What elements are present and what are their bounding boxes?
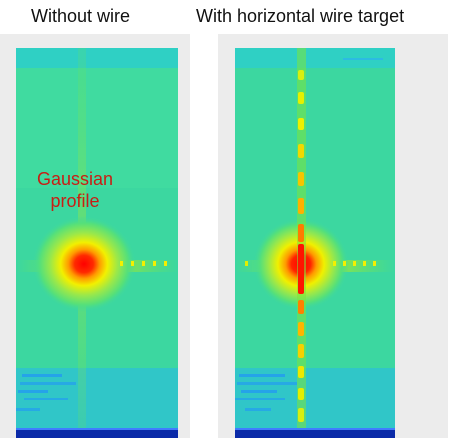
- side-lobe-dot: [245, 261, 248, 266]
- title-with-wire: With horizontal wire target: [196, 6, 405, 26]
- noise-streak: [241, 390, 277, 393]
- beam-image-with-wire: [235, 48, 395, 438]
- wire-segment: [298, 118, 304, 130]
- side-lobe-dot: [131, 261, 134, 266]
- noise-streak: [235, 398, 285, 400]
- wire-segment: [298, 70, 304, 80]
- noise-streak: [16, 408, 40, 411]
- noise-streak: [245, 408, 271, 411]
- noise-streak: [18, 390, 48, 393]
- gaussian-beam-spot: [32, 216, 136, 312]
- top-band: [16, 48, 178, 68]
- wire-segment: [298, 144, 304, 158]
- wire-segment: [298, 322, 304, 336]
- baseline-band: [16, 430, 178, 438]
- wire-segment: [298, 408, 304, 422]
- wire-segment: [298, 300, 304, 314]
- noise-streak: [343, 58, 383, 60]
- side-lobe-dot: [353, 261, 356, 266]
- side-lobe-dot: [142, 261, 145, 266]
- side-lobe-dot: [333, 261, 336, 266]
- noise-streak: [239, 374, 285, 377]
- wire-segment: [298, 344, 304, 358]
- wire-segment: [298, 198, 304, 214]
- annotation-line-1: Gaussian: [36, 169, 114, 189]
- beam-profile-image-without-wire: [16, 48, 178, 438]
- side-lobe-dot: [120, 261, 123, 266]
- wire-target-trace: [298, 70, 304, 422]
- noise-streak: [22, 374, 62, 377]
- beam-image-without-wire: [16, 48, 178, 438]
- wire-segment: [298, 224, 304, 242]
- annotation-line-2: profile: [50, 191, 100, 211]
- wire-segment: [298, 388, 304, 400]
- upper-region: [16, 68, 178, 188]
- top-band: [235, 48, 395, 68]
- noise-streak: [24, 398, 68, 400]
- wire-segment: [298, 172, 304, 186]
- side-lobe-dot: [153, 261, 156, 266]
- noise-streak: [20, 382, 76, 385]
- side-lobe-dot: [373, 261, 376, 266]
- beam-profile-image-with-wire: [235, 48, 395, 438]
- wire-segment: [298, 366, 304, 378]
- side-lobe-dot: [363, 261, 366, 266]
- baseline-band: [235, 430, 395, 438]
- gaussian-profile-annotation: Gaussian profile: [30, 168, 120, 212]
- baseline-highlight: [16, 428, 178, 430]
- wire-segment: [298, 92, 304, 104]
- side-lobe-dot: [343, 261, 346, 266]
- side-lobe-dot: [164, 261, 167, 266]
- wire-core: [298, 244, 304, 294]
- title-without-wire: Without wire: [31, 6, 131, 26]
- noise-streak: [237, 382, 297, 385]
- baseline-highlight: [235, 428, 395, 430]
